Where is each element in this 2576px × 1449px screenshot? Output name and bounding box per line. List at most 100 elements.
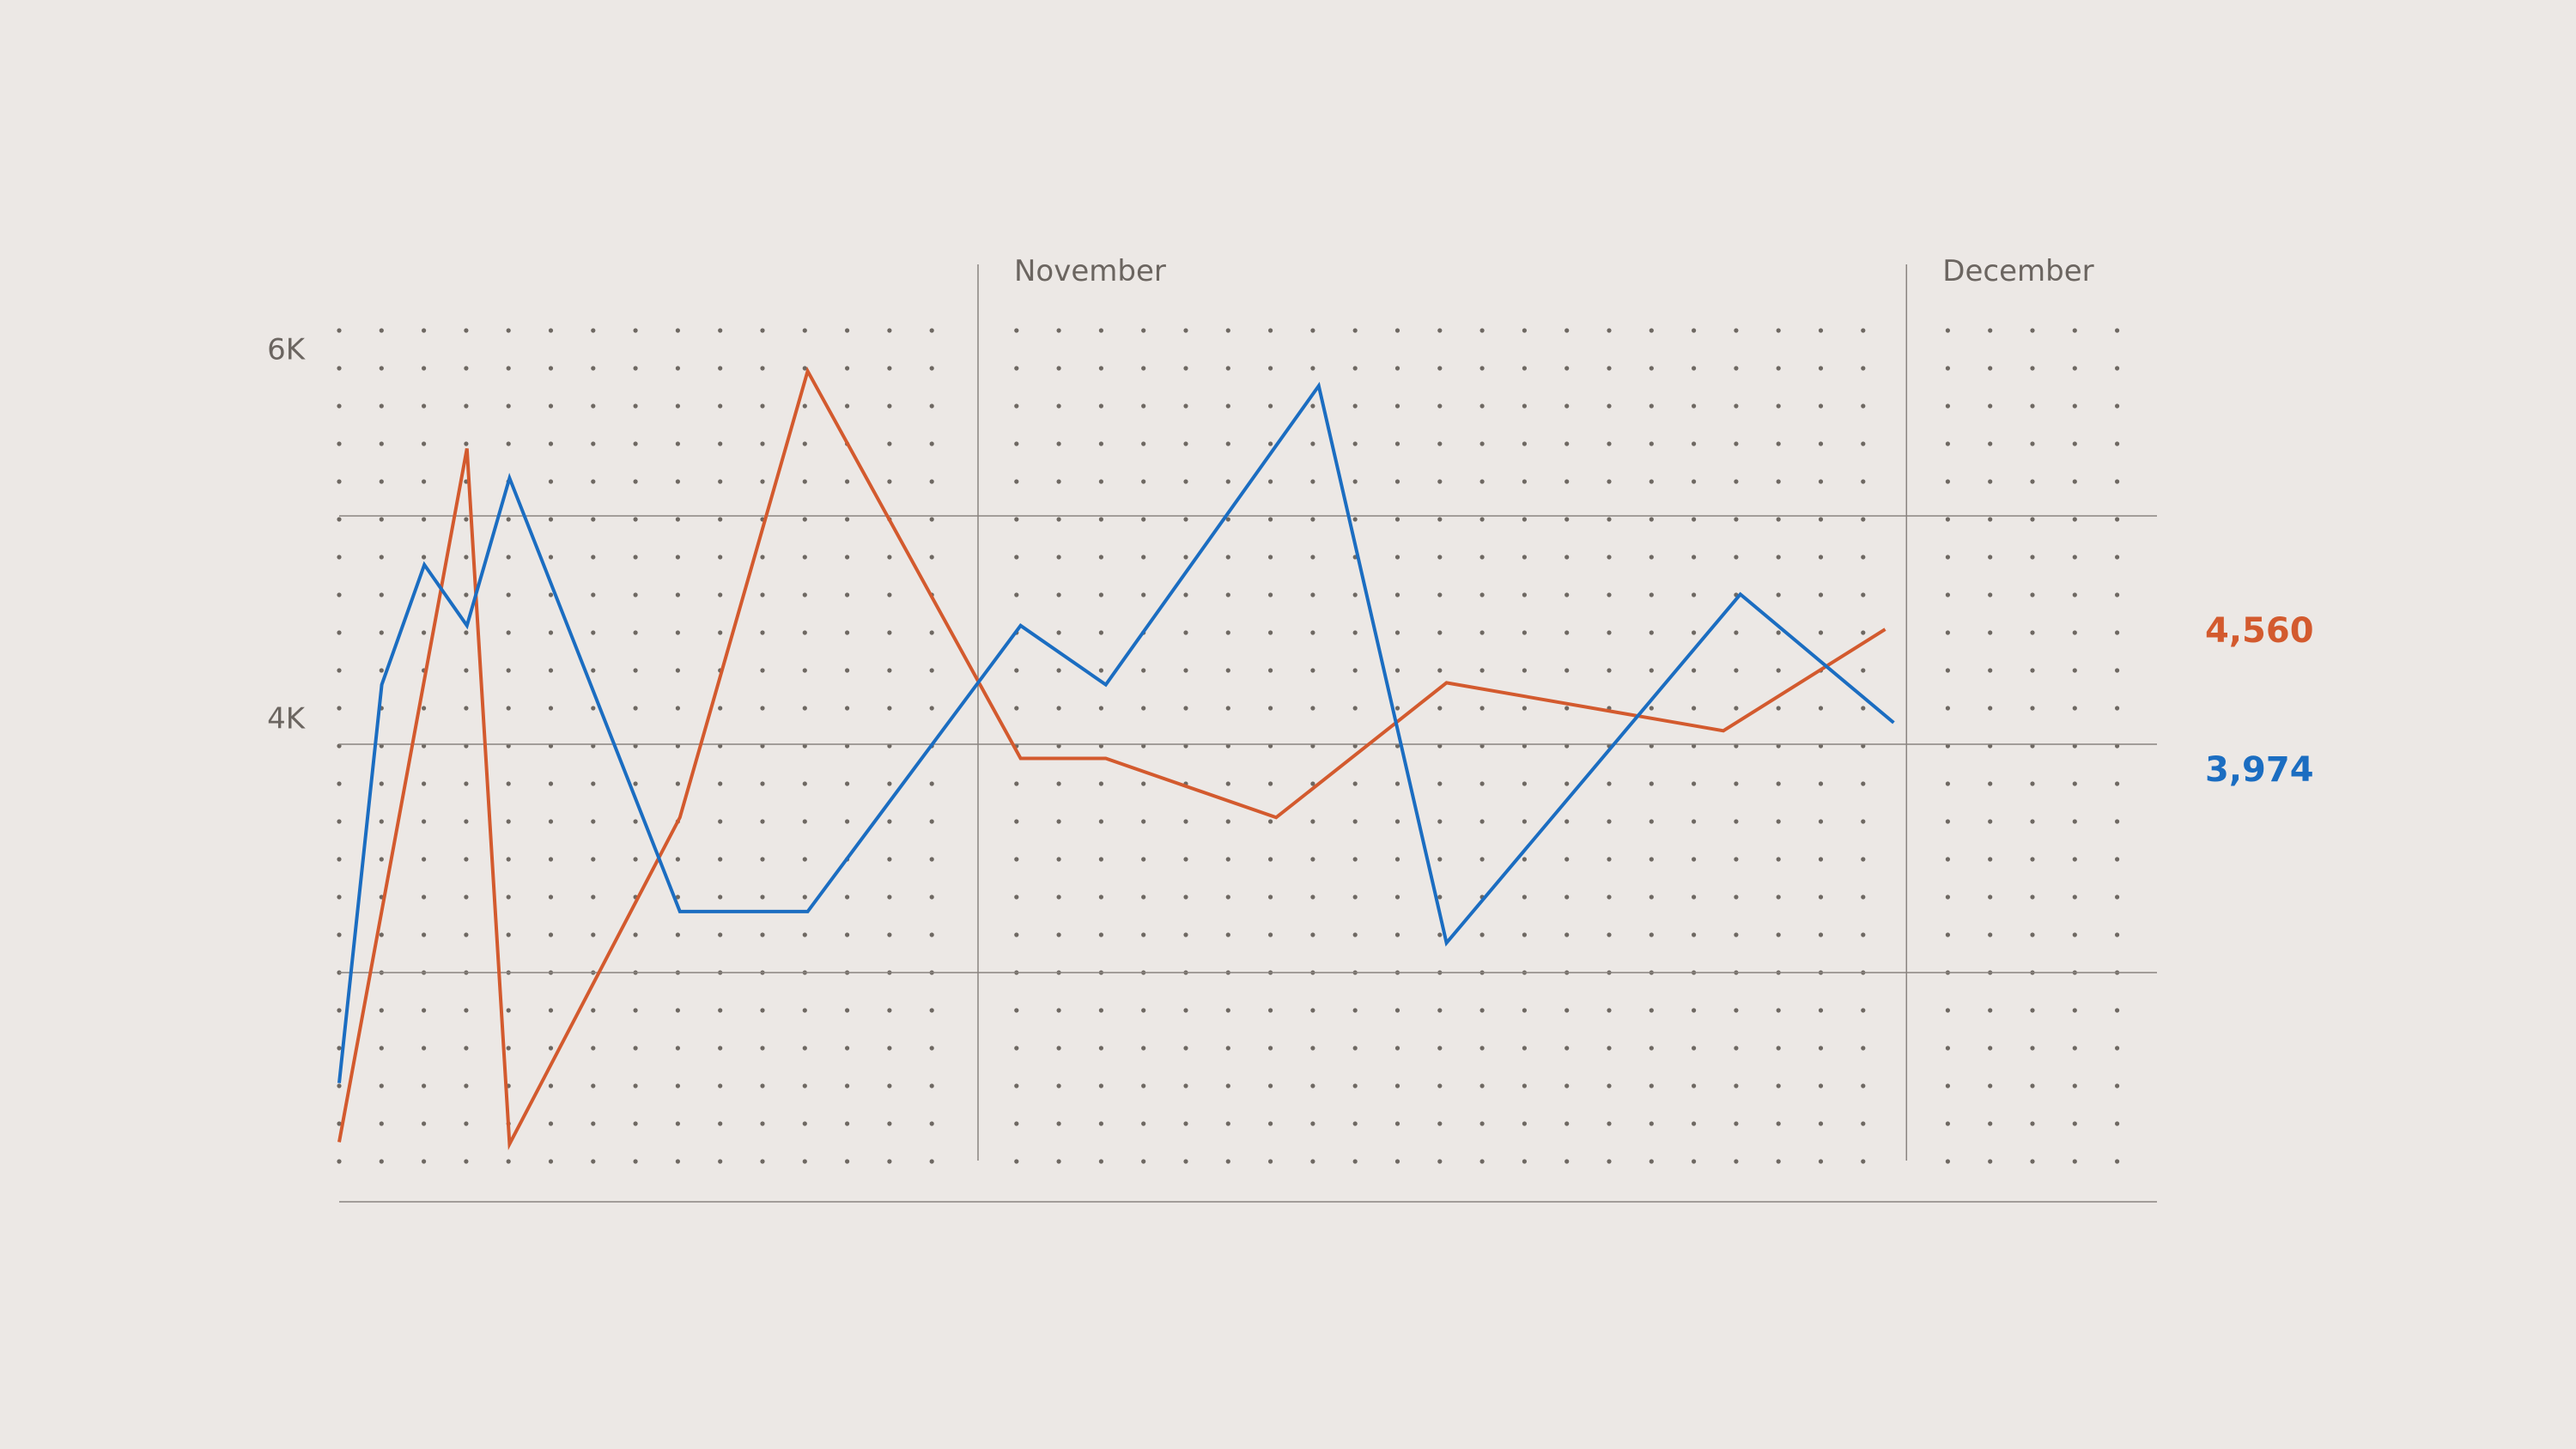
grid-dot [464,630,469,635]
grid-dot [1141,517,1146,522]
grid-dot [591,517,596,522]
grid-dot [379,1046,384,1051]
grid-dot [1564,328,1570,333]
grid-dot [2030,1046,2035,1051]
grid-dot [464,328,469,333]
grid-dot [1818,1159,1824,1164]
grid-dot [379,932,384,937]
grid-dot [1014,819,1019,824]
grid-dot [2072,517,2077,522]
grid-dot [1818,857,1824,862]
grid-dot [1141,668,1146,673]
grid-dot [718,781,723,786]
grid-dot [1861,592,1866,597]
grid-dot [1607,1121,1612,1126]
grid-dot [1056,630,1061,635]
grid-dot [506,894,511,900]
grid-dot [802,403,807,409]
grid-dot [548,1121,554,1126]
grid-dot [1776,781,1781,786]
grid-dot [1183,592,1188,597]
y-tick-label: 4K [267,701,307,736]
grid-dot [1818,328,1824,333]
grid-dot [1141,894,1146,900]
grid-dot [548,1008,554,1013]
grid-dot [1394,706,1400,711]
grid-dot [887,592,892,597]
grid-dot [1818,592,1824,597]
grid-dot [2115,517,2120,522]
grid-dot [2115,630,2120,635]
grid-dot [1394,1008,1400,1013]
grid-dot [1310,1046,1315,1051]
grid-dot [422,441,427,446]
grid-dot [929,706,934,711]
grid-dot [1352,328,1358,333]
grid-dot [464,857,469,862]
grid-dot [548,555,554,560]
grid-dot [1692,819,1697,824]
dot-grid [337,328,2120,1164]
grid-dot [422,1159,427,1164]
grid-dot [675,403,681,409]
grid-dot [1945,403,1950,409]
grid-dot [591,1159,596,1164]
grid-dot [1141,932,1146,937]
grid-dot [2072,668,2077,673]
grid-dot [845,1159,850,1164]
grid-dot [1098,1083,1103,1088]
grid-dot [464,517,469,522]
grid-dot [591,328,596,333]
grid-dot [1988,479,1993,484]
grid-dot [2115,1046,2120,1051]
grid-dot [802,555,807,560]
grid-dot [1649,479,1654,484]
grid-dot [802,706,807,711]
grid-dot [1692,517,1697,522]
grid-dot [675,479,681,484]
series-line-0 [337,367,1886,1151]
grid-dot [1056,366,1061,371]
grid-dot [718,894,723,900]
grid-dot [1776,1121,1781,1126]
grid-dot [1014,932,1019,937]
grid-dot [2072,706,2077,711]
grid-dot [633,479,638,484]
grid-dot [1225,328,1230,333]
grid-dot [1564,1046,1570,1051]
grid-dot [845,932,850,937]
grid-dot [1183,932,1188,937]
grid-dot [845,517,850,522]
grid-dot [506,1159,511,1164]
grid-dot [1564,555,1570,560]
grid-dot [1945,1046,1950,1051]
grid-dot [1692,630,1697,635]
grid-dot [464,441,469,446]
grid-dot [1141,781,1146,786]
grid-dot [633,857,638,862]
grid-dot [802,894,807,900]
grid-dot [887,1121,892,1126]
grid-dot [2030,441,2035,446]
grid-dot [1056,857,1061,862]
grid-dot [1734,857,1739,862]
grid-dot [2115,441,2120,446]
series-lines [337,367,1895,1151]
grid-dot [1861,894,1866,900]
grid-dot [422,1008,427,1013]
grid-dot [1225,479,1230,484]
grid-dot [887,1046,892,1051]
grid-dot [633,403,638,409]
grid-dot [1014,328,1019,333]
grid-dot [1437,441,1443,446]
grid-dot [887,1159,892,1164]
grid-dot [548,857,554,862]
grid-dot [1522,1159,1527,1164]
grid-dot [633,555,638,560]
grid-dot [1649,1083,1654,1088]
grid-dot [1141,1121,1146,1126]
grid-dot [1692,479,1697,484]
grid-dot [1141,592,1146,597]
grid-dot [464,366,469,371]
grid-dot [1437,366,1443,371]
